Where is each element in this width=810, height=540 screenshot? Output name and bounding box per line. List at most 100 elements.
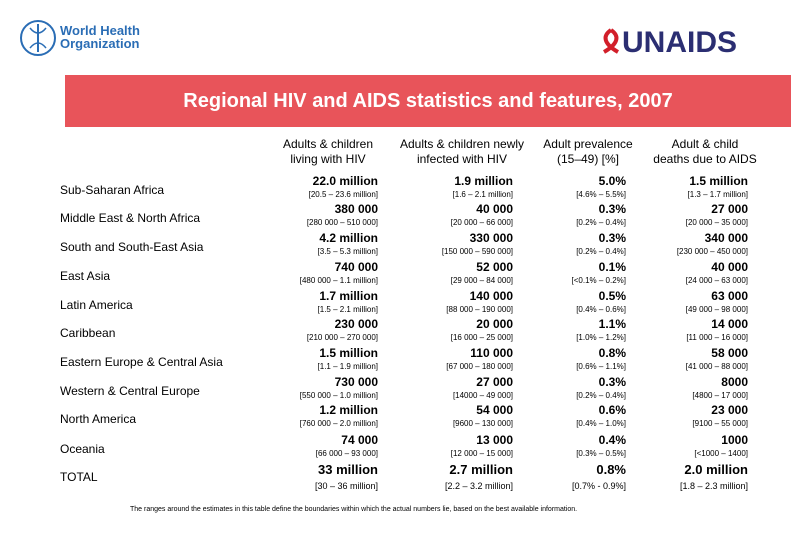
- cell-range: [4800 – 17 000]: [692, 391, 748, 400]
- cell-range: [16 000 – 25 000]: [450, 333, 513, 342]
- header-line: infected with HIV: [416, 152, 508, 166]
- cell-range: [41 000 – 88 000]: [685, 362, 748, 371]
- cell-range: [1.1 – 1.9 million]: [317, 362, 378, 371]
- who-emblem: [20, 20, 56, 56]
- cell-value: 340 000: [704, 231, 748, 245]
- cell-value: 40 000: [711, 260, 748, 274]
- cell-value: 52 000: [476, 260, 513, 274]
- cell-value: 0.8%: [598, 346, 626, 360]
- cell-range: [550 000 – 1.0 million]: [299, 391, 378, 400]
- cell-value: 730 000: [334, 375, 378, 389]
- cell-value: 380 000: [334, 202, 378, 216]
- cell-range: [49 000 – 98 000]: [685, 305, 748, 314]
- cell-value: 0.1%: [598, 260, 626, 274]
- region-name: South and South-East Asia: [60, 240, 204, 254]
- cell-range: [11 000 – 16 000]: [686, 333, 748, 342]
- cell-value: 230 000: [334, 317, 378, 331]
- cell-range: [88 000 – 190 000]: [446, 305, 513, 314]
- header-line: (15‒49) [%]: [556, 152, 620, 166]
- title-banner: [65, 75, 791, 127]
- header-line: Adult & child: [671, 137, 739, 151]
- cell-range: [0.7% - 0.9%]: [571, 481, 626, 491]
- cell-range: [24 000 – 63 000]: [685, 276, 748, 285]
- cell-value: 63 000: [711, 289, 748, 303]
- region-name: Sub-Saharan Africa: [60, 183, 165, 197]
- cell-value: 1.5 million: [319, 346, 378, 360]
- cell-value: 23 000: [711, 403, 748, 417]
- cell-range: [9100 – 55 000]: [692, 419, 748, 428]
- ribbon: [602, 28, 620, 54]
- cell-range: [0.4% – 1.0%]: [576, 419, 626, 428]
- cell-range: [480 000 – 1.1 million]: [299, 276, 378, 285]
- header-line: Adults & children newly: [399, 137, 525, 151]
- cell-range: [<1000 – 1400]: [694, 449, 748, 458]
- column-header: Adult prevalence (15‒49) [%]: [518, 137, 658, 167]
- cell-range: [20 000 – 66 000]: [450, 218, 513, 227]
- cell-value: 0.3%: [598, 202, 626, 216]
- cell-range: [67 000 – 180 000]: [446, 362, 513, 371]
- cell-value: 13 000: [476, 433, 513, 447]
- cell-value: 2.0 million: [684, 462, 748, 477]
- cell-value: 5.0%: [598, 174, 626, 188]
- cell-value: 0.4%: [598, 433, 626, 447]
- cell-value: 27 000: [476, 375, 513, 389]
- cell-value: 1.9 million: [454, 174, 513, 188]
- header-line: deaths due to AIDS: [653, 152, 757, 166]
- who-name: Organization: [60, 36, 140, 51]
- cell-range: [20 000 – 35 000]: [685, 218, 748, 227]
- cell-range: [0.4% – 0.6%]: [576, 305, 626, 314]
- region-name: Latin America: [60, 298, 133, 312]
- cell-range: [760 000 – 2.0 million]: [299, 419, 378, 428]
- cell-range: [0.2% – 0.4%]: [576, 391, 626, 400]
- cell-value: 1.5 million: [689, 174, 748, 188]
- cell-value: 740 000: [334, 260, 378, 274]
- cell-value: 140 000: [469, 289, 513, 303]
- cell-value: 1.7 million: [319, 289, 378, 303]
- region-name: Eastern Europe & Central Asia: [60, 355, 223, 369]
- cell-value: 0.5%: [598, 289, 626, 303]
- cell-value: 0.3%: [598, 375, 626, 389]
- cell-range: [0.2% – 0.4%]: [576, 218, 626, 227]
- header-line: Adult prevalence: [543, 137, 633, 151]
- cell-value: 22.0 million: [312, 174, 378, 188]
- cell-value: 2.7 million: [449, 462, 513, 477]
- unaids-logo: UNAIDS: [622, 26, 738, 59]
- cell-value: 1000: [721, 433, 748, 447]
- cell-value: 40 000: [476, 202, 513, 216]
- cell-range: [3.5 – 5.3 million]: [317, 247, 378, 256]
- region-name: Middle East & North Africa: [60, 211, 201, 225]
- cell-range: [1.6 – 2.1 million]: [452, 190, 513, 199]
- cell-range: [14000 – 49 000]: [452, 391, 513, 400]
- cell-value: 1.1%: [598, 317, 626, 331]
- cell-range: [<0.1% – 0.2%]: [571, 276, 626, 285]
- cell-range: [30 – 36 million]: [314, 481, 378, 491]
- cell-range: [2.2 – 3.2 million]: [444, 481, 513, 491]
- cell-value: 4.2 million: [319, 231, 378, 245]
- region-name: Caribbean: [60, 326, 116, 340]
- cell-value: 33 million: [318, 462, 378, 477]
- cell-value: 14 000: [711, 317, 748, 331]
- column-header: Adults & children living with HIV: [258, 137, 398, 167]
- cell-value: 8000: [721, 375, 748, 389]
- cell-range: [1.3 – 1.7 million]: [687, 190, 748, 199]
- region-name: Western & Central Europe: [60, 384, 200, 398]
- cell-range: [1.0% – 1.2%]: [576, 333, 626, 342]
- cell-value: 74 000: [341, 433, 378, 447]
- footnote: The ranges around the estimates in this …: [130, 506, 578, 513]
- column-header: Adults & children newly infected with HIV: [392, 137, 532, 167]
- cell-value: 27 000: [711, 202, 748, 216]
- cell-range: [1.5 – 2.1 million]: [317, 305, 378, 314]
- cell-range: [20.5 – 23.6 million]: [308, 190, 378, 199]
- cell-range: [230 000 – 450 000]: [676, 247, 748, 256]
- cell-range: [150 000 – 590 000]: [441, 247, 513, 256]
- cell-range: [0.2% – 0.4%]: [576, 247, 626, 256]
- column-header: Adult & child deaths due to AIDS: [635, 137, 775, 167]
- title: Regional HIV and AIDS statistics and fea…: [183, 90, 673, 112]
- cell-value: 0.3%: [598, 231, 626, 245]
- cell-value: 0.8%: [596, 462, 626, 477]
- region-name: TOTAL: [60, 470, 98, 484]
- cell-range: [4.6% – 5.5%]: [576, 190, 626, 199]
- cell-value: 20 000: [476, 317, 513, 331]
- region-name: North America: [60, 412, 137, 426]
